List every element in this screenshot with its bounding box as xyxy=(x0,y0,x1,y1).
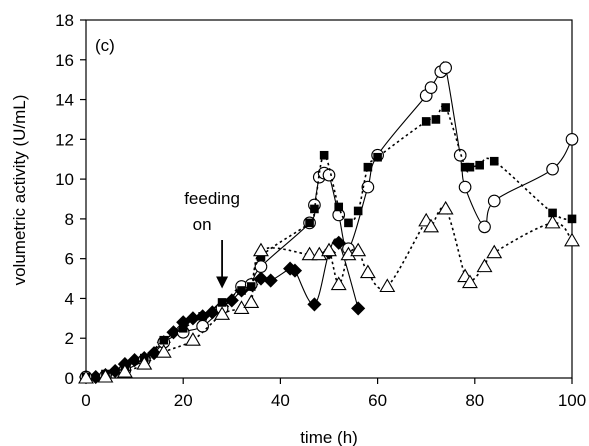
series-4-point-5 xyxy=(184,332,201,346)
x-tick-label-1: 20 xyxy=(174,391,193,410)
series-3-point-20 xyxy=(431,115,441,124)
series-1-point-25 xyxy=(351,301,366,316)
series-1-point-15 xyxy=(224,293,239,308)
series-3-point-21 xyxy=(441,103,450,112)
y-axis-title: volumetric activity (U/mL) xyxy=(10,95,29,286)
series-4-point-4 xyxy=(155,344,172,358)
series-4-point-9 xyxy=(253,242,269,257)
series-3-point-22 xyxy=(460,162,470,172)
series-3-point-25 xyxy=(489,156,499,166)
x-axis-title: time (h) xyxy=(300,428,358,446)
series-3-point-17 xyxy=(363,162,373,172)
series-3-point-14 xyxy=(334,202,344,212)
series-3-point-4 xyxy=(159,335,169,345)
x-tick-label-2: 40 xyxy=(271,391,290,410)
series-1-point-21 xyxy=(287,263,303,278)
series-4-line xyxy=(85,206,573,379)
series-3 xyxy=(81,103,577,382)
series-4-point-0 xyxy=(78,369,94,384)
y-tick-label-3: 6 xyxy=(65,250,74,269)
panel-label: (c) xyxy=(95,36,115,55)
y-tick-label-7: 14 xyxy=(55,91,74,110)
series-4-point-19 xyxy=(423,218,440,233)
series-4-point-3 xyxy=(136,355,153,370)
series-3-point-23 xyxy=(465,162,475,172)
series-4-point-2 xyxy=(116,363,133,378)
series-2-point-27 xyxy=(487,194,501,208)
series-3-point-7 xyxy=(217,298,227,307)
series-3-point-27 xyxy=(567,214,577,224)
annotation-layer: feeding on xyxy=(184,189,240,289)
series-3-point-13 xyxy=(319,150,329,160)
series-2-point-15 xyxy=(322,168,336,182)
series-4-point-16 xyxy=(359,264,376,279)
series-3-point-26 xyxy=(548,208,557,218)
series-3-point-12 xyxy=(310,204,319,214)
series-3-point-10 xyxy=(256,252,266,261)
series-1-point-22 xyxy=(307,297,322,312)
series-4-point-10 xyxy=(301,246,318,261)
series-2-line xyxy=(85,61,573,378)
series-3-point-6 xyxy=(198,312,207,321)
series-2-point-21 xyxy=(424,81,438,94)
series-4-point-25 xyxy=(544,214,561,229)
series-3-line xyxy=(85,104,573,378)
series-4-point-12 xyxy=(321,242,337,257)
series-4-point-1 xyxy=(97,368,114,383)
series-2-point-26 xyxy=(478,220,491,234)
y-tick-label-6: 12 xyxy=(55,130,74,149)
series-2-point-18 xyxy=(361,180,375,194)
series-2 xyxy=(79,61,579,384)
series-3-point-11 xyxy=(305,218,314,228)
annotation-line-1: on xyxy=(193,215,212,234)
series-4-point-8 xyxy=(243,294,260,308)
y-tick-label-0: 0 xyxy=(65,369,74,388)
series-4-point-15 xyxy=(350,242,367,257)
series-3-point-8 xyxy=(237,286,246,295)
series-layer xyxy=(78,61,580,385)
series-2-point-6 xyxy=(196,319,209,333)
x-tick-label-4: 80 xyxy=(465,391,484,410)
x-tick-label-5: 100 xyxy=(558,391,586,410)
series-4-point-13 xyxy=(330,276,347,291)
series-4-point-24 xyxy=(486,244,503,259)
series-3-point-24 xyxy=(475,160,484,170)
y-tick-label-4: 8 xyxy=(65,210,74,229)
series-4-point-17 xyxy=(379,278,396,293)
series-1-point-18 xyxy=(253,271,269,286)
y-tick-label-1: 2 xyxy=(65,329,74,348)
y-tick-label-8: 16 xyxy=(55,51,74,70)
series-2-point-25 xyxy=(458,180,472,194)
y-tick-label-5: 10 xyxy=(55,170,74,189)
series-3-point-9 xyxy=(246,282,256,291)
series-2-point-28 xyxy=(546,162,559,176)
series-3-point-18 xyxy=(373,152,382,162)
series-4-point-23 xyxy=(476,258,493,273)
y-tick-label-2: 4 xyxy=(65,289,74,308)
annotation-line-0: feeding xyxy=(184,189,240,208)
series-4-point-20 xyxy=(437,200,454,215)
x-tick-label-0: 0 xyxy=(81,391,90,410)
series-1-point-19 xyxy=(263,273,278,288)
series-4-point-22 xyxy=(461,274,478,289)
series-3-point-16 xyxy=(353,206,363,216)
series-2-point-23 xyxy=(439,61,452,75)
series-4-point-26 xyxy=(564,232,580,247)
annotation-arrow-head xyxy=(216,276,229,289)
x-tick-label-3: 60 xyxy=(368,391,387,410)
y-tick-label-9: 18 xyxy=(55,11,74,30)
series-4-point-6 xyxy=(214,306,231,320)
series-2-point-29 xyxy=(565,132,579,146)
series-3-point-19 xyxy=(421,117,431,126)
plot-frame xyxy=(85,19,573,379)
series-4 xyxy=(78,200,580,384)
series-3-point-15 xyxy=(344,218,353,228)
axes: 0 20 40 60 80 100 0 2 4 6 8 10 12 14 16 18 xyxy=(55,11,586,410)
series-3-point-5 xyxy=(178,323,188,333)
